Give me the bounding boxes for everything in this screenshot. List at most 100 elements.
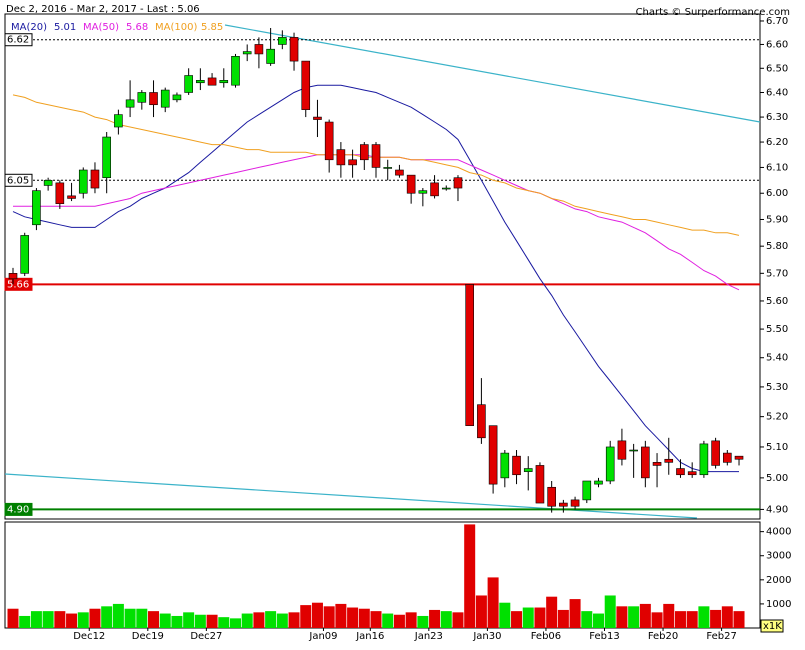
legend-value: 5.01: [54, 22, 76, 33]
candle-body: [676, 468, 685, 476]
volume-bar: [265, 611, 277, 628]
candle-body: [371, 144, 381, 168]
legend-value: 5.68: [126, 22, 148, 33]
volume-bar: [382, 613, 394, 628]
volume-bar: [440, 611, 452, 628]
candle-body: [430, 182, 439, 197]
candle-body: [301, 60, 311, 110]
level-label: 5.66: [7, 279, 29, 290]
x-tick-label: Dec12: [73, 631, 105, 642]
candle-body: [8, 273, 18, 280]
level-label: 6.05: [7, 175, 29, 186]
volume-bar: [522, 607, 534, 628]
level-box: [4, 173, 33, 187]
volume-bar: [475, 595, 487, 628]
y-tick-label: 6.40: [766, 87, 788, 98]
candle-body: [617, 440, 627, 460]
y-tick-label: 6.30: [766, 112, 788, 123]
candle-body: [32, 190, 41, 226]
trend-line: [4, 473, 698, 519]
volume-bar: [229, 618, 241, 628]
y-tick-label: 5.00: [766, 473, 788, 484]
volume-bar: [511, 611, 523, 628]
candle-body: [418, 190, 428, 194]
candle-body: [149, 92, 158, 106]
candle-body: [242, 51, 252, 55]
y-tick-label: 5.90: [766, 214, 788, 225]
candle-body: [359, 144, 369, 161]
candle-body: [102, 136, 111, 179]
x-tick-label: Jan23: [414, 631, 443, 642]
candle-body: [207, 77, 217, 86]
volume-bar: [358, 608, 370, 628]
volume-bar: [124, 608, 136, 628]
candle-body: [43, 179, 53, 186]
volume-bar: [347, 607, 359, 628]
candle-body: [395, 169, 404, 176]
legend-name: MA(50): [83, 22, 119, 33]
candle-body: [535, 465, 545, 504]
candle-body: [231, 56, 240, 86]
y-tick-label: 6.70: [766, 16, 788, 27]
candle-body: [383, 167, 393, 169]
x-tick-label: Feb27: [706, 631, 736, 642]
candle-body: [477, 404, 486, 439]
x-tick-label: Jan16: [355, 631, 384, 642]
volume-bar: [405, 612, 417, 628]
volume-bar: [183, 612, 195, 628]
candle-body: [559, 502, 568, 507]
volume-bar: [335, 603, 347, 628]
ma-line: [12, 84, 739, 473]
x-tick-label: Feb20: [648, 631, 678, 642]
volume-bar: [311, 602, 323, 628]
volume-tick-label: 2000: [766, 575, 791, 586]
x-tick-label: Jan09: [308, 631, 337, 642]
candle-body: [547, 486, 556, 507]
y-tick-label: 5.70: [766, 268, 788, 279]
volume-bar: [218, 617, 230, 628]
candle-body: [512, 455, 521, 476]
volume-bar: [569, 599, 581, 628]
volume-bar: [604, 595, 616, 628]
x-tick-label: Dec27: [190, 631, 222, 642]
candle-body: [78, 169, 88, 194]
volume-bar: [663, 603, 675, 628]
candle-body: [594, 480, 603, 485]
x-tick-label: Feb13: [589, 631, 619, 642]
level-box: [4, 33, 33, 47]
volume-bar: [7, 608, 19, 628]
volume-tick-label: 1000: [766, 599, 791, 610]
volume-bar: [66, 613, 78, 628]
candle-body: [605, 446, 615, 482]
volume-bar: [136, 608, 148, 628]
x-tick-label: Dec19: [132, 631, 164, 642]
level-label: 4.90: [7, 504, 29, 515]
candle-body: [219, 80, 229, 84]
x-tick-label: Jan30: [472, 631, 501, 642]
volume-bar: [616, 606, 628, 628]
volume-bar: [323, 606, 335, 628]
credit: Charts © Surperformance.com: [636, 7, 790, 18]
price-panel: [4, 13, 761, 520]
candle-body: [664, 458, 674, 463]
unit-box: [760, 619, 784, 633]
legend-name: MA(20): [11, 22, 47, 33]
candle-body: [699, 443, 709, 476]
y-tick-label: 6.10: [766, 162, 788, 173]
candle-body: [196, 80, 205, 84]
volume-bar: [171, 615, 183, 628]
volume-bar: [639, 603, 651, 628]
candle-body: [336, 149, 346, 166]
candle-body: [629, 449, 638, 452]
candle-body: [582, 480, 592, 501]
volume-bar: [89, 608, 101, 628]
volume-bar: [674, 611, 686, 628]
candle-body: [67, 195, 76, 199]
candle-body: [90, 169, 100, 189]
volume-bar: [534, 607, 546, 628]
volume-bar: [101, 606, 113, 628]
chart-title: Dec 2, 2016 - Mar 2, 2017 - Last : 5.06: [6, 4, 200, 15]
volume-bar: [487, 577, 499, 628]
volume-bar: [698, 606, 710, 628]
volume-bar: [499, 602, 511, 628]
